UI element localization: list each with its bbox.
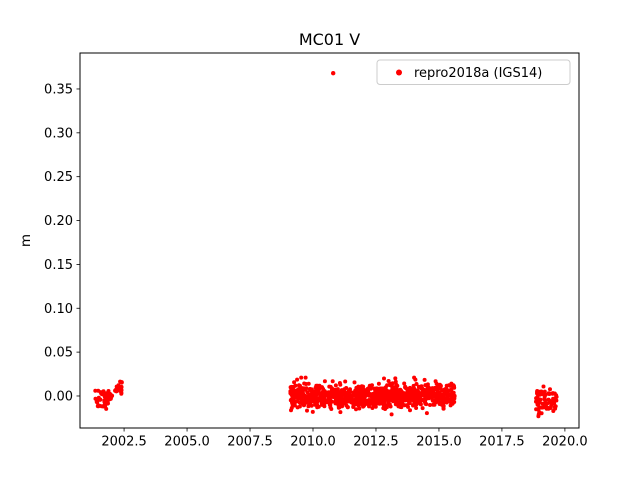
x-tick-label: 2020.0: [542, 435, 588, 450]
x-tick-label: 2007.5: [227, 435, 273, 450]
y-tick-label: 0.25: [44, 170, 73, 185]
x-tick-label: 2010.0: [290, 435, 336, 450]
y-tick-label: 0.30: [44, 126, 73, 141]
x-tick-label: 2005.0: [164, 435, 210, 450]
legend-box: [376, 59, 571, 85]
scatter-series: [93, 71, 559, 419]
y-tick-label: 0.10: [44, 302, 73, 317]
legend-label: repro2018a (IGS14): [414, 66, 542, 81]
x-tick-label: 2015.0: [416, 435, 462, 450]
outlier-point: [331, 71, 336, 76]
x-tick-label: 2017.5: [479, 435, 525, 450]
legend: repro2018a (IGS14): [376, 59, 571, 85]
y-tick-label: 0.35: [44, 82, 73, 97]
y-tick-label: 0.00: [44, 389, 73, 404]
y-axis-label: m: [18, 234, 34, 247]
axis-ticks: 2002.5 2005.0 2007.5 2010.0 2012.5 2015.0 2017…: [44, 82, 588, 449]
y-tick-label: 0.15: [44, 258, 73, 273]
legend-marker-icon: [396, 69, 402, 76]
x-tick-label: 2012.5: [353, 435, 399, 450]
y-tick-label: 0.20: [44, 214, 73, 229]
plot-area-border: [79, 52, 580, 429]
chart-title: MC01 V: [299, 30, 360, 49]
y-tick-label: 0.05: [44, 346, 73, 361]
x-tick-label: 2002.5: [101, 435, 147, 450]
